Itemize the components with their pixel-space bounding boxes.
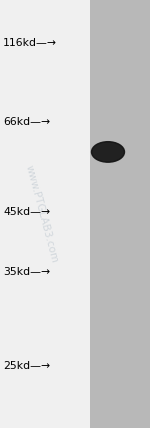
Text: 35kd—→: 35kd—→: [3, 267, 50, 277]
Text: 25kd—→: 25kd—→: [3, 361, 50, 371]
Text: 66kd—→: 66kd—→: [3, 117, 50, 127]
Text: 116kd—→: 116kd—→: [3, 38, 57, 48]
Text: www.PTGLAB3.com: www.PTGLAB3.com: [24, 164, 60, 264]
Text: 45kd—→: 45kd—→: [3, 207, 50, 217]
Ellipse shape: [92, 142, 124, 162]
Bar: [90, 0, 150, 428]
